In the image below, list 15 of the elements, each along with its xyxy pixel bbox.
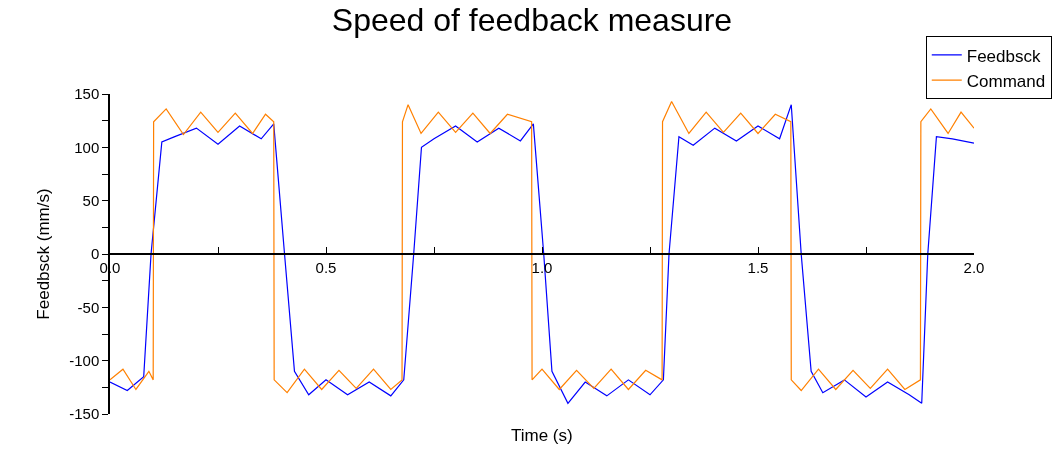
legend-label: Feedbsck <box>966 46 1041 66</box>
y-tick-label: -50 <box>77 298 100 316</box>
chart-title: Speed of feedback measure <box>331 2 733 39</box>
y-axis-title: Feedbsck (mm/s) <box>34 188 54 320</box>
y-tick-label: -150 <box>69 405 100 423</box>
x-tick-label: 1.5 <box>747 258 769 276</box>
y-tick-label: 100 <box>74 138 100 156</box>
x-tick-label: 2.0 <box>963 258 985 276</box>
x-axis-title: Time (s) <box>511 426 573 445</box>
y-tick-label: 150 <box>74 85 100 103</box>
y-tick-label: 50 <box>82 191 100 209</box>
legend-label: Command <box>966 71 1046 91</box>
x-tick-label: 0.5 <box>315 258 337 276</box>
y-tick-label: -100 <box>69 351 100 369</box>
y-tick-label: 0 <box>90 245 100 263</box>
